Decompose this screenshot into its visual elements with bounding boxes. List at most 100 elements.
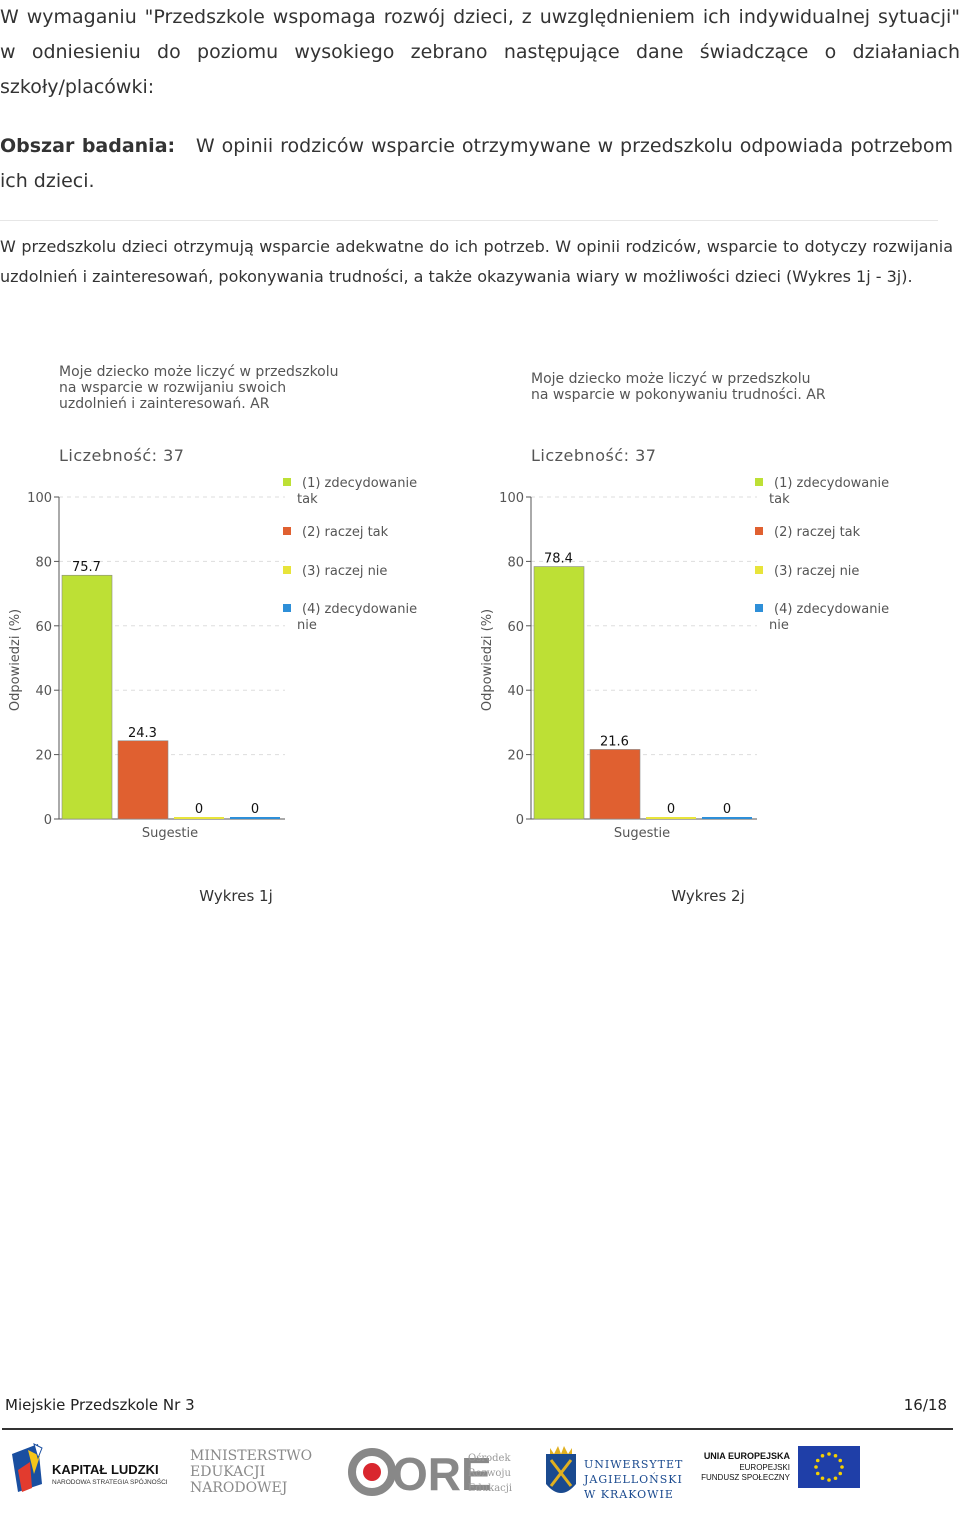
y-tick-label: 100 <box>27 491 52 506</box>
eu-star <box>833 1476 838 1481</box>
bar-value-label: 0 <box>667 802 675 817</box>
legend-swatch <box>755 566 763 574</box>
y-axis-label: Odpowiedzi (%) <box>480 609 495 711</box>
eu-star <box>814 1465 818 1469</box>
research-area-label: Obszar badania: <box>0 135 176 157</box>
legend-label: tak <box>297 492 318 507</box>
eu-logo: UNIA EUROPEJSKA EUROPEJSKI FUNDUSZ SPOŁE… <box>700 1440 865 1506</box>
eu-star <box>840 1465 844 1469</box>
legend-label: (2) raczej tak <box>774 525 861 540</box>
chart-wykres-2j: Moje dziecko może liczyć w przedszkolu na… <box>472 355 922 905</box>
intro-text: W wymaganiu "Przedszkole wspomaga rozwój… <box>0 6 960 98</box>
bar <box>61 574 113 820</box>
bar-value-label: 0 <box>723 802 731 817</box>
bar-value-label: 0 <box>195 802 203 817</box>
men-logo-graphic: MINISTERSTWO EDUKACJI NARODOWEJ <box>190 1448 312 1496</box>
chart-title-line: na wsparcie w rozwijaniu swoich <box>59 380 286 396</box>
uj-logo: UNIWERSYTET JAGIELLOŃSKI W KRAKOWIE <box>542 1440 682 1506</box>
footer-school-name: Miejskie Przedszkole Nr 3 <box>5 1396 195 1414</box>
bar-value-label: 24.3 <box>128 726 157 741</box>
bar <box>174 817 224 819</box>
chart-svg: Moje dziecko może liczyć w przedszkoluna… <box>8 364 417 841</box>
men-logo: MINISTERSTWO EDUKACJI NARODOWEJ <box>188 1440 312 1506</box>
bar <box>533 566 585 820</box>
footer-page-number: 16/18 <box>903 1396 947 1414</box>
y-tick-label: 0 <box>44 813 52 828</box>
bar <box>646 817 696 819</box>
ore-logo: ORE Ośrodek Rozwoju Edukacji <box>348 1440 518 1506</box>
chart-wykres-1j: Moje dziecko może liczyć w przedszkolu na… <box>0 355 450 905</box>
y-tick-label: 40 <box>35 684 52 699</box>
ore-logo-graphic: ORE Ośrodek Rozwoju Edukacji <box>348 1448 512 1500</box>
uj-line-3: W KRAKOWIE <box>584 1488 674 1501</box>
y-tick-label: 60 <box>35 620 52 635</box>
divider <box>0 220 938 221</box>
legend-label: (1) zdecydowanie <box>302 476 417 491</box>
chart-subtitle: Liczebność: 37 <box>59 446 184 465</box>
legend-swatch <box>283 604 291 612</box>
kapital-ludzki-subtitle: NARODOWA STRATEGIA SPÓJNOŚCI <box>52 1477 168 1486</box>
y-axis-label: Odpowiedzi (%) <box>8 609 23 711</box>
ore-line-2: Rozwoju <box>468 1468 511 1479</box>
legend-label: (2) raczej tak <box>302 525 389 540</box>
eu-star <box>838 1471 843 1476</box>
y-tick-label: 80 <box>507 555 524 570</box>
chart-subtitle: Liczebność: 37 <box>531 446 656 465</box>
legend-swatch <box>755 527 763 535</box>
legend-label: (4) zdecydowanie <box>302 602 417 617</box>
y-tick-label: 20 <box>507 749 524 764</box>
legend-label: tak <box>769 492 790 507</box>
eu-star <box>833 1453 838 1458</box>
legend-swatch <box>283 527 291 535</box>
eu-logo-graphic: UNIA EUROPEJSKA EUROPEJSKI FUNDUSZ SPOŁE… <box>701 1446 860 1488</box>
bar-value-label: 75.7 <box>72 560 101 575</box>
chart-svg: Moje dziecko może liczyć w przedszkoluna… <box>480 371 889 841</box>
men-line-2: EDUKACJI <box>190 1464 265 1480</box>
research-area: Obszar badania: W opinii rodziców wsparc… <box>0 129 953 199</box>
bar-value-label: 0 <box>251 802 259 817</box>
eu-line-2: EUROPEJSKI <box>739 1463 790 1472</box>
chart-title-line: uzdolnień i zainteresowań. AR <box>59 396 270 412</box>
men-line-3: NARODOWEJ <box>190 1480 287 1496</box>
uj-line-1: UNIWERSYTET <box>584 1458 683 1471</box>
eu-star <box>820 1453 825 1458</box>
y-tick-label: 80 <box>35 555 52 570</box>
eu-stars <box>814 1452 844 1482</box>
bar-value-label: 78.4 <box>544 552 573 567</box>
chart-title-line: Moje dziecko może liczyć w przedszkolu <box>59 364 339 380</box>
eu-star <box>815 1471 820 1476</box>
chart-title-line: na wsparcie w pokonywaniu trudności. AR <box>531 387 826 403</box>
uj-line-2: JAGIELLOŃSKI <box>583 1472 683 1486</box>
legend-label: (1) zdecydowanie <box>774 476 889 491</box>
legend-swatch <box>755 478 763 486</box>
eu-line-3: FUNDUSZ SPOŁECZNY <box>701 1473 791 1482</box>
bar <box>117 740 169 820</box>
eu-star <box>815 1458 820 1463</box>
x-axis-label: Sugestie <box>614 826 670 841</box>
kapital-ludzki-logo: KAPITAŁ LUDZKI NARODOWA STRATEGIA SPÓJNO… <box>8 1440 173 1506</box>
legend-label: (3) raczej nie <box>302 564 387 579</box>
men-line-1: MINISTERSTWO <box>190 1448 312 1464</box>
eu-star <box>827 1452 831 1456</box>
legend-label: nie <box>769 618 789 633</box>
kapital-ludzki-title: KAPITAŁ LUDZKI <box>52 1462 159 1477</box>
legend-swatch <box>755 604 763 612</box>
uj-logo-graphic: UNIWERSYTET JAGIELLOŃSKI W KRAKOWIE <box>546 1446 683 1501</box>
chart-caption: Wykres 2j <box>671 887 745 905</box>
eu-line-1: UNIA EUROPEJSKA <box>704 1451 791 1461</box>
bar <box>589 749 641 820</box>
legend-label: (3) raczej nie <box>774 564 859 579</box>
x-axis-label: Sugestie <box>142 826 198 841</box>
legend-label: nie <box>297 618 317 633</box>
y-tick-label: 0 <box>516 813 524 828</box>
y-tick-label: 40 <box>507 684 524 699</box>
research-area-text: W opinii rodziców wsparcie otrzymywane w… <box>0 135 953 192</box>
y-tick-label: 60 <box>507 620 524 635</box>
legend-swatch <box>283 478 291 486</box>
footer-divider <box>2 1428 953 1430</box>
eu-star <box>820 1476 825 1481</box>
legend-swatch <box>283 566 291 574</box>
bar <box>230 817 280 819</box>
eu-star <box>827 1478 831 1482</box>
bar-value-label: 21.6 <box>600 734 629 749</box>
